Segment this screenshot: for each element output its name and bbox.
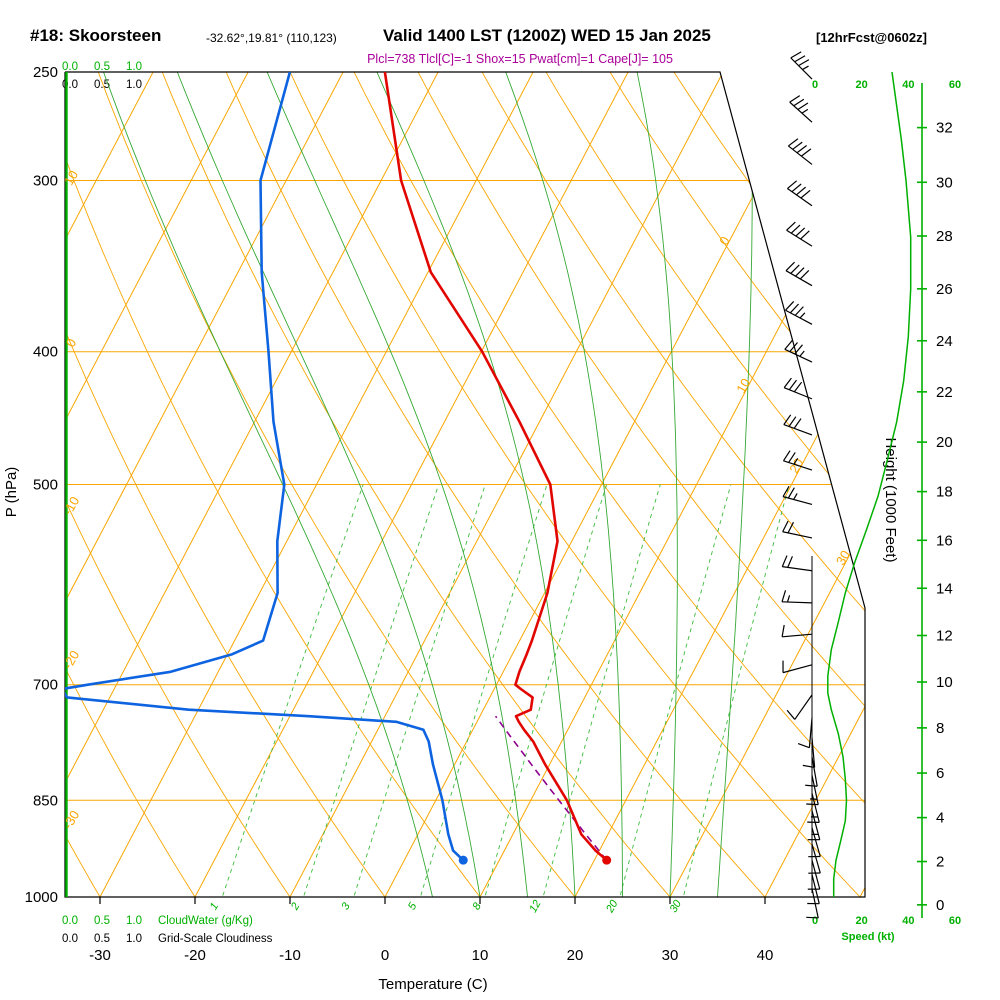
svg-text:400: 400 — [33, 344, 58, 361]
scale-label: Grid-Scale Cloudiness — [158, 933, 273, 945]
cloudwater-legend: 0.0 0.5 1.0 CloudWater (g/Kg) — [62, 911, 253, 929]
svg-text:60: 60 — [949, 79, 961, 91]
svg-text:3: 3 — [339, 900, 353, 912]
svg-text:1: 1 — [208, 901, 221, 912]
cloudiness-legend: 0.0 0.5 1.0 Grid-Scale Cloudiness — [62, 929, 272, 947]
svg-text:8: 8 — [936, 720, 944, 737]
svg-text:-20: -20 — [184, 947, 206, 964]
scale-tick: 0.5 — [94, 61, 110, 73]
pressure-axis: 250 300 400 500 700 850 1000 P (hPa) — [3, 64, 58, 906]
svg-text:14: 14 — [936, 580, 953, 597]
wind-speed-profile — [827, 71, 912, 897]
surface-dewpoint-dot — [458, 855, 468, 865]
svg-text:40: 40 — [757, 947, 774, 964]
svg-text:P (hPa): P (hPa) — [3, 467, 20, 518]
temperature-axis: -30 -20 -10 0 10 20 30 40 Temperature (C) — [89, 897, 773, 993]
svg-text:-10: -10 — [60, 494, 82, 518]
scale-tick: 1.0 — [126, 933, 142, 945]
svg-text:-20: -20 — [60, 648, 82, 672]
station-coords: -32.62°,19.81° (110,123) — [206, 31, 337, 45]
dry-adiabat-lines — [65, 72, 865, 897]
svg-text:5: 5 — [406, 900, 420, 912]
svg-text:26: 26 — [936, 281, 953, 298]
svg-text:30: 30 — [936, 174, 953, 191]
svg-text:0: 0 — [812, 79, 818, 91]
scale-tick: 0.5 — [94, 79, 110, 91]
cloudwater-scale-top: 0.0 0.5 1.0 — [62, 57, 158, 75]
svg-text:10: 10 — [472, 947, 489, 964]
svg-text:0: 0 — [812, 915, 818, 927]
wind-barbs — [781, 51, 821, 919]
svg-text:12: 12 — [527, 898, 544, 915]
svg-text:10: 10 — [936, 674, 953, 691]
svg-text:-30: -30 — [89, 947, 111, 964]
valid-time-title: Valid 1400 LST (1200Z) WED 15 Jan 2025 — [383, 26, 711, 45]
svg-text:24: 24 — [936, 333, 953, 350]
mixing-ratio-lines — [212, 484, 790, 897]
parcel-path — [494, 715, 608, 861]
svg-text:32: 32 — [936, 120, 953, 137]
svg-text:4: 4 — [936, 810, 944, 827]
svg-text:Speed (kt): Speed (kt) — [841, 931, 895, 943]
svg-text:40: 40 — [902, 915, 914, 927]
svg-text:30: 30 — [833, 548, 853, 568]
svg-text:0: 0 — [381, 947, 389, 964]
svg-text:20: 20 — [604, 897, 621, 915]
scale-tick: 1.0 — [126, 915, 142, 927]
svg-text:10: 10 — [733, 376, 753, 396]
svg-text:8: 8 — [470, 900, 484, 912]
scale-tick: 0.0 — [62, 915, 78, 927]
svg-text:-30: -30 — [60, 808, 82, 832]
dewpoint-profile — [65, 72, 465, 862]
scale-tick: 0.5 — [94, 915, 110, 927]
forecast-tag: [12hrFcst@0602z] — [816, 30, 927, 45]
moist-adiabat-lines — [65, 72, 753, 897]
svg-text:12: 12 — [936, 627, 953, 644]
svg-text:500: 500 — [33, 477, 58, 494]
temperature-profile — [383, 72, 608, 862]
scale-tick: 0.5 — [94, 933, 110, 945]
svg-text:6: 6 — [936, 765, 944, 782]
scale-tick: 1.0 — [126, 61, 142, 73]
svg-text:40: 40 — [902, 79, 914, 91]
scale-tick: 0.0 — [62, 61, 78, 73]
plot-border — [64, 71, 866, 898]
svg-text:20: 20 — [567, 947, 584, 964]
svg-text:30: 30 — [662, 947, 679, 964]
svg-text:10: 10 — [61, 168, 81, 188]
svg-text:20: 20 — [786, 456, 806, 476]
station-title: #18: Skoorsteen — [30, 26, 162, 45]
svg-text:850: 850 — [33, 792, 58, 809]
svg-text:250: 250 — [33, 64, 58, 81]
scale-tick: 0.0 — [62, 933, 78, 945]
mixing-ratio-labels: 1 2 3 5 8 12 20 30 — [208, 897, 685, 915]
isobar-lines — [65, 72, 865, 897]
svg-text:0: 0 — [716, 234, 733, 248]
svg-text:18: 18 — [936, 484, 953, 501]
svg-text:60: 60 — [949, 915, 961, 927]
svg-text:2: 2 — [936, 854, 944, 871]
svg-text:Height (1000 Feet): Height (1000 Feet) — [882, 437, 899, 562]
sounding-indices: Plcl=738 Tlcl[C]=-1 Shox=15 Pwat[cm]=1 C… — [367, 52, 673, 66]
scale-tick: 1.0 — [126, 79, 142, 91]
svg-text:300: 300 — [33, 173, 58, 190]
svg-text:16: 16 — [936, 532, 953, 549]
svg-text:28: 28 — [936, 228, 953, 245]
svg-text:Temperature (C): Temperature (C) — [378, 976, 487, 993]
svg-text:700: 700 — [33, 677, 58, 694]
svg-text:20: 20 — [856, 79, 868, 91]
svg-text:0: 0 — [936, 897, 944, 914]
svg-text:20: 20 — [856, 915, 868, 927]
svg-text:20: 20 — [936, 434, 953, 451]
scale-label: CloudWater (g/Kg) — [158, 915, 253, 927]
svg-text:1000: 1000 — [25, 889, 58, 906]
surface-markers — [458, 855, 612, 865]
svg-text:22: 22 — [936, 384, 953, 401]
surface-temp-dot — [602, 855, 612, 865]
svg-text:-10: -10 — [279, 947, 301, 964]
